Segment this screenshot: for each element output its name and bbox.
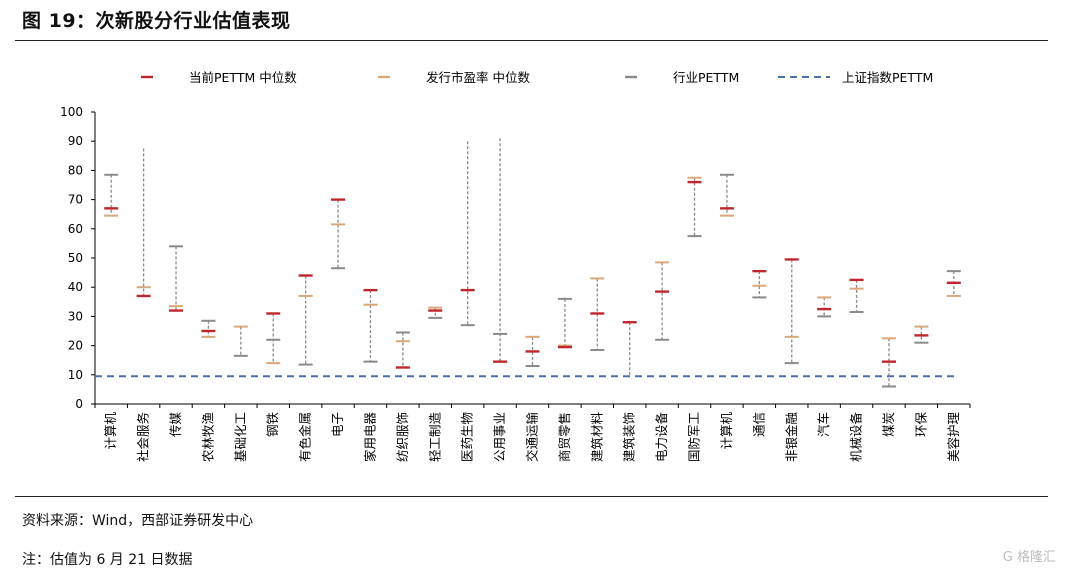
x-tick-label: 建筑装饰: [622, 412, 637, 462]
x-tick-label: 钢铁: [265, 412, 280, 438]
x-tick-label: 医药生物: [460, 412, 475, 462]
x-tick-label: 交通运输: [525, 412, 540, 463]
x-tick-label: 农林牧渔: [200, 412, 215, 462]
x-tick-label: 基础化工: [233, 412, 248, 462]
legend-label: 发行市盈率 中位数: [426, 70, 530, 85]
x-tick-label: 家用电器: [362, 412, 377, 463]
legend-label: 上证指数PETTM: [842, 70, 933, 85]
legend-label: 当前PETTM 中位数: [189, 70, 297, 85]
x-tick-label: 国防军工: [687, 412, 702, 462]
y-tick-label: 100: [60, 105, 83, 119]
x-tick-label: 美容护理: [946, 412, 961, 463]
footnote: 注：估值为 6 月 21 日数据: [22, 552, 193, 568]
top-rule: [15, 40, 1048, 41]
y-tick-label: 0: [75, 397, 83, 411]
x-tick-label: 煤炭: [881, 412, 896, 437]
x-tick-label: 电子: [330, 412, 345, 437]
x-tick-label: 商贸零售: [557, 412, 572, 462]
y-tick-label: 50: [68, 251, 83, 265]
x-tick-label: 通信: [751, 412, 766, 437]
legend-label: 行业PETTM: [673, 70, 739, 85]
bottom-rule: [15, 496, 1048, 497]
watermark-logo: G 格隆汇: [1002, 550, 1056, 565]
x-tick-label: 有色金属: [298, 412, 313, 462]
x-tick-label: 建筑材料: [589, 412, 604, 463]
x-tick-label: 汽车: [816, 412, 831, 437]
x-tick-label: 非银金融: [784, 412, 799, 463]
figure-title: 图 19：次新股分行业估值表现: [22, 10, 291, 32]
x-tick-label: 纺织服饰: [395, 412, 410, 462]
x-tick-label: 计算机: [103, 412, 118, 450]
x-axis: 计算机 社会服务 传媒 农林牧渔 基础化工 钢铁 有色金属 电子 家用电器 纺织服饰 轻工制造 医药生…: [94, 403, 971, 463]
source-note: 资料来源：Wind，西部证券研发中心: [22, 513, 254, 529]
x-tick-label: 公用事业: [492, 412, 507, 462]
x-tick-label: 电力设备: [654, 412, 669, 463]
y-axis: 0 10 20 30 40 50 60 70 80 90 100: [60, 105, 96, 411]
y-tick-label: 10: [68, 368, 83, 382]
y-tick-label: 30: [68, 309, 83, 323]
y-tick-label: 90: [68, 134, 83, 148]
x-tick-label: 环保: [913, 412, 928, 438]
x-tick-label: 轻工制造: [427, 412, 442, 463]
y-tick-label: 20: [68, 339, 83, 353]
y-tick-label: 60: [68, 222, 83, 236]
y-tick-label: 40: [68, 280, 83, 294]
y-tick-label: 70: [68, 193, 83, 207]
chart-marks: [95, 138, 961, 388]
x-tick-label: 机械设备: [849, 412, 864, 463]
x-tick-label: 社会服务: [136, 412, 151, 462]
legend: 当前PETTM 中位数 发行市盈率 中位数 行业PETTM 上证指数PETTM: [141, 70, 933, 85]
y-tick-label: 80: [68, 163, 83, 177]
x-tick-label: 计算机: [719, 412, 734, 450]
x-tick-label: 传媒: [168, 412, 183, 438]
